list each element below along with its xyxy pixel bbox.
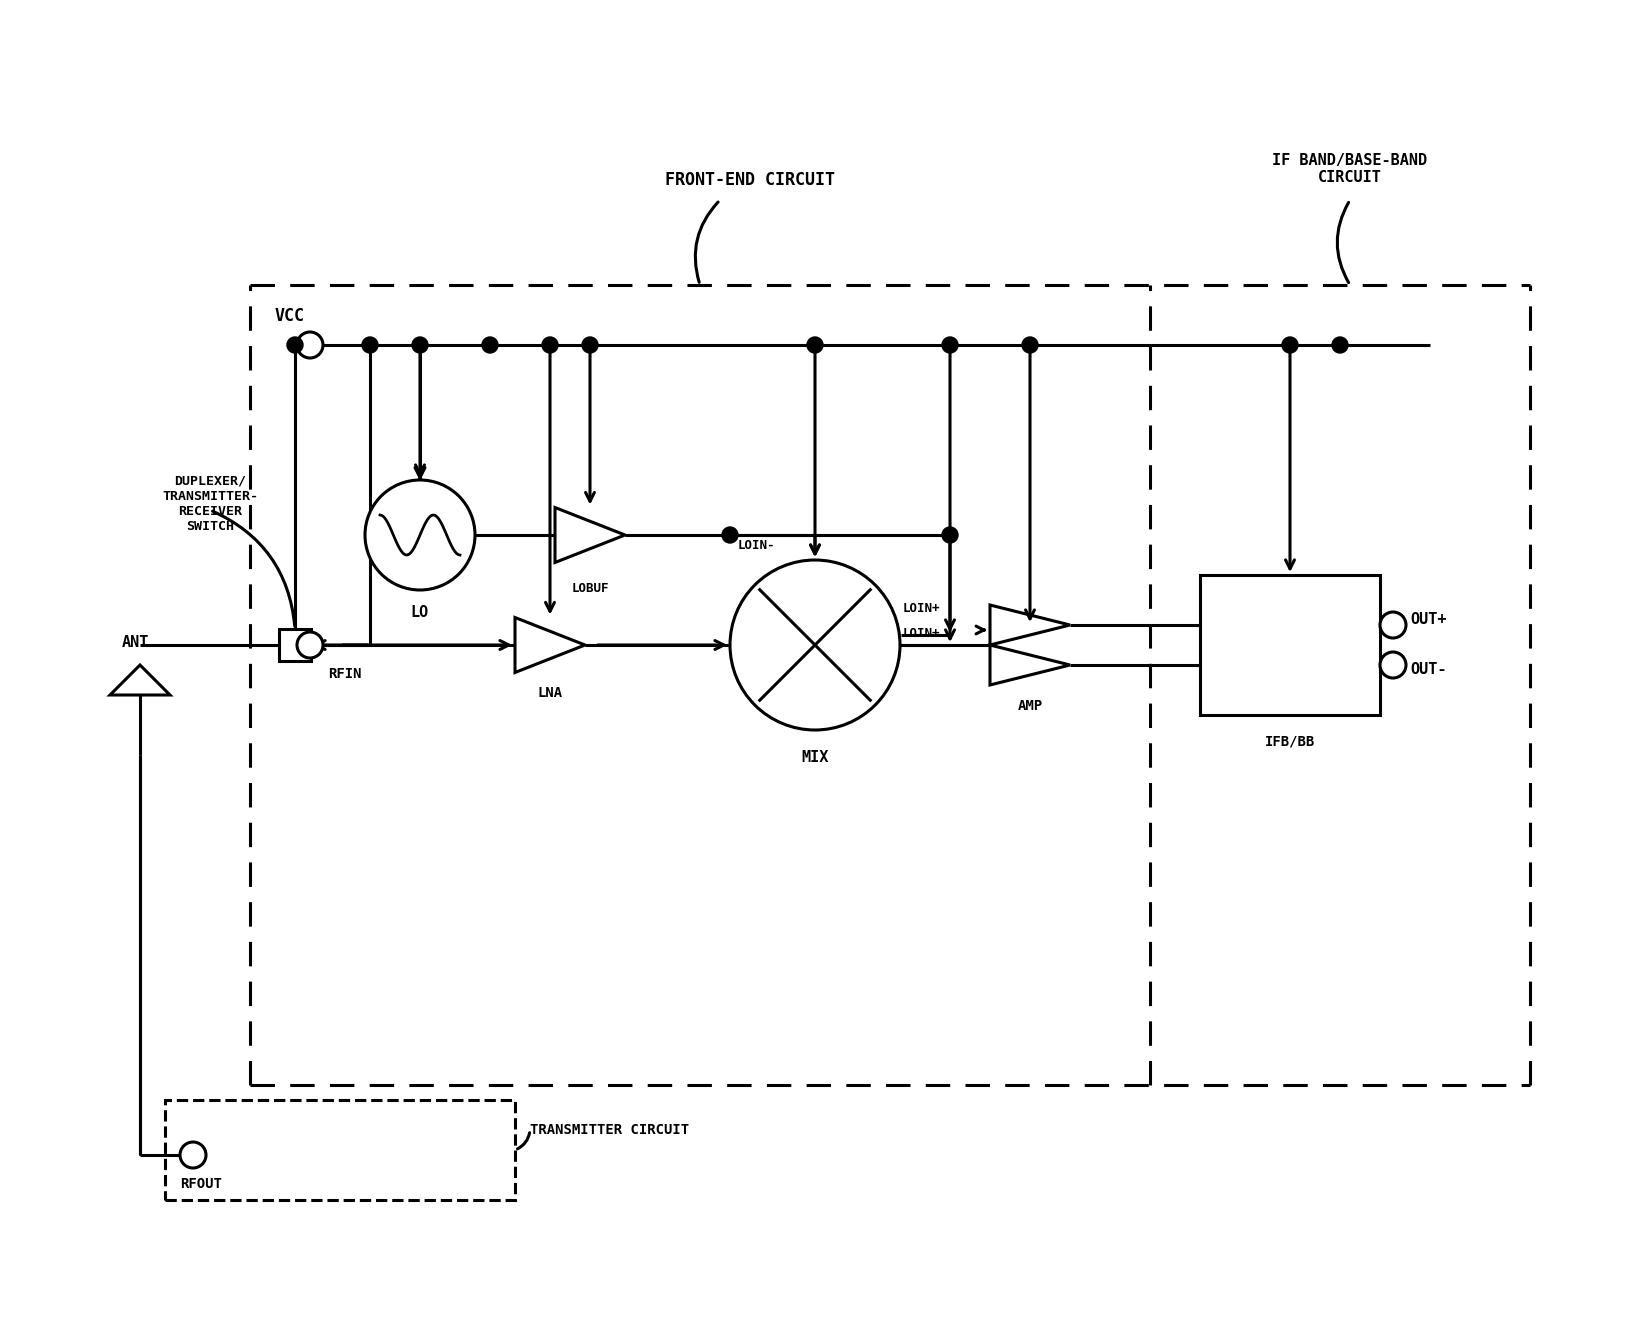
Circle shape <box>286 336 303 352</box>
Text: VCC: VCC <box>275 307 305 324</box>
Text: RFIN: RFIN <box>328 668 362 681</box>
Text: OUT-: OUT- <box>1411 662 1447 677</box>
Bar <box>1200 575 1379 716</box>
Circle shape <box>942 336 958 352</box>
Circle shape <box>179 1141 206 1168</box>
Circle shape <box>807 336 823 352</box>
Bar <box>280 629 311 661</box>
Text: LO: LO <box>412 605 430 619</box>
Circle shape <box>412 336 428 352</box>
Circle shape <box>542 336 558 352</box>
Circle shape <box>723 527 737 543</box>
Text: IF BAND/BASE-BAND
CIRCUIT: IF BAND/BASE-BAND CIRCUIT <box>1272 152 1427 186</box>
Text: LOIN-: LOIN- <box>737 539 775 551</box>
Circle shape <box>482 336 499 352</box>
Text: LNA: LNA <box>538 686 563 701</box>
Text: LOIN+: LOIN+ <box>902 627 940 639</box>
Circle shape <box>583 336 597 352</box>
Circle shape <box>365 481 476 590</box>
Text: LOBUF: LOBUF <box>571 582 609 595</box>
Circle shape <box>296 332 323 358</box>
Circle shape <box>296 631 323 658</box>
Text: DUPLEXER/
TRANSMITTER-
RECEIVER
SWITCH: DUPLEXER/ TRANSMITTER- RECEIVER SWITCH <box>161 475 258 533</box>
Text: LOIN+: LOIN+ <box>902 602 940 615</box>
Circle shape <box>729 559 900 730</box>
Circle shape <box>1022 336 1039 352</box>
Text: TRANSMITTER CIRCUIT: TRANSMITTER CIRCUIT <box>530 1123 690 1137</box>
Circle shape <box>1282 336 1299 352</box>
Circle shape <box>1332 336 1348 352</box>
Text: FRONT-END CIRCUIT: FRONT-END CIRCUIT <box>665 171 835 190</box>
Circle shape <box>362 336 379 352</box>
Text: MIX: MIX <box>802 750 828 765</box>
Text: AMP: AMP <box>1017 700 1042 713</box>
Circle shape <box>942 527 958 543</box>
Text: RFOUT: RFOUT <box>179 1177 222 1191</box>
Text: OUT+: OUT+ <box>1411 613 1447 627</box>
Text: IFB/BB: IFB/BB <box>1264 736 1315 749</box>
Bar <box>165 1100 515 1200</box>
Circle shape <box>1379 611 1406 638</box>
Text: ANT: ANT <box>122 635 148 650</box>
Circle shape <box>1379 651 1406 678</box>
